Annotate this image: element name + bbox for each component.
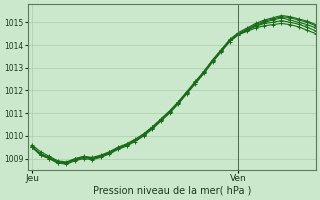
X-axis label: Pression niveau de la mer( hPa ): Pression niveau de la mer( hPa ) <box>92 186 251 196</box>
